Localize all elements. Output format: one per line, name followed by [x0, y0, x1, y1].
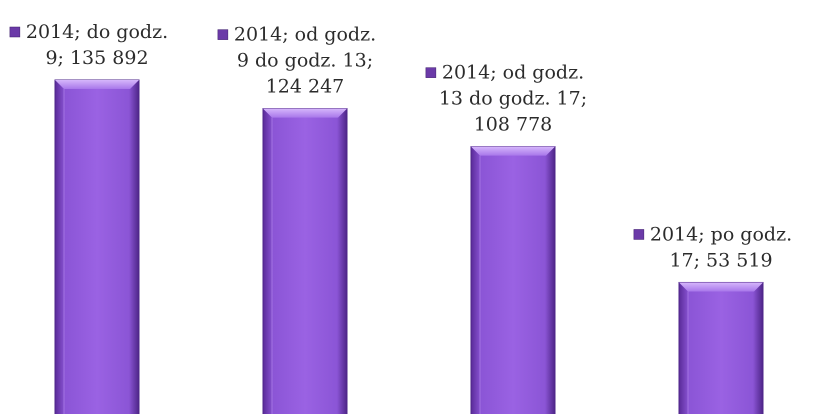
- data-label-2-line-1: 2014; od godz.: [234, 24, 376, 46]
- data-label-3-line-1: 2014; od godz.: [442, 62, 584, 84]
- data-labels-layer: 2014; do godz. 9; 135 892 2014; od godz. 9 …: [9, 21, 792, 271]
- bar-4: [678, 281, 764, 414]
- bar-4-top-bevel: [679, 282, 763, 292]
- bar-2-top-bevel: [263, 108, 347, 118]
- data-label-2-line-3: 124 247: [266, 76, 345, 98]
- bar-2: [262, 108, 348, 414]
- data-label-2: 2014; od godz. 9 do godz. 13; 124 247: [217, 24, 376, 98]
- bars-layer: [54, 79, 764, 414]
- series-marker-icon: [217, 29, 229, 40]
- bar-3-top-bevel: [471, 146, 555, 156]
- data-label-3: 2014; od godz. 13 do godz. 17; 108 778: [425, 62, 587, 136]
- data-label-3-line-2: 13 do godz. 17;: [439, 88, 587, 110]
- data-label-1-line-1: 2014; do godz.: [26, 21, 168, 43]
- series-marker-icon: [9, 26, 21, 38]
- series-marker-icon: [425, 67, 437, 78]
- bar-1: [54, 79, 140, 414]
- data-label-2-line-2: 9 do godz. 13;: [237, 50, 373, 72]
- data-label-4-line-2: 17; 53 519: [669, 249, 772, 271]
- data-label-1: 2014; do godz. 9; 135 892: [9, 21, 168, 69]
- data-label-4-line-1: 2014; po godz.: [650, 223, 792, 245]
- data-label-3-line-3: 108 778: [474, 114, 553, 136]
- bar-3: [470, 146, 556, 414]
- bar-1-top-bevel: [55, 80, 139, 89]
- series-marker-icon: [633, 229, 645, 240]
- data-label-4: 2014; po godz. 17; 53 519: [633, 223, 792, 271]
- data-label-1-line-2: 9; 135 892: [45, 47, 148, 69]
